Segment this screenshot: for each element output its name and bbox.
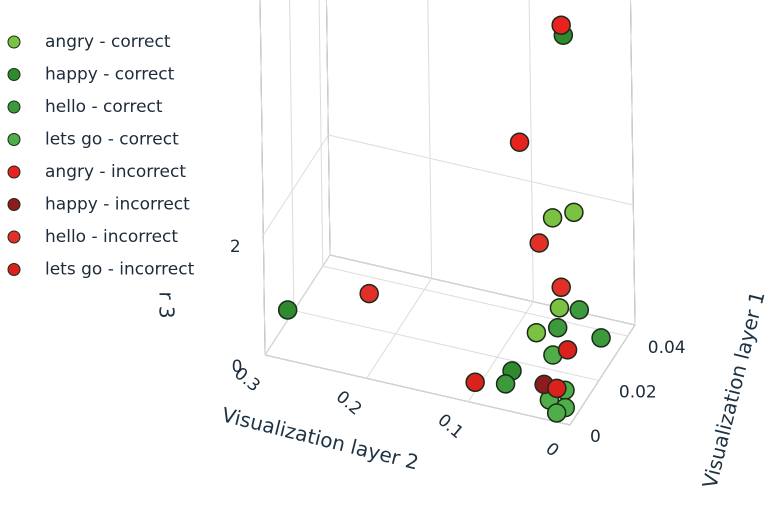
grid-line [528,0,534,302]
legend-marker [7,263,21,276]
legend-marker [7,35,21,49]
grid-line [629,0,636,326]
y-tick-label: 0 [590,427,601,447]
legend-marker [7,133,21,146]
point [359,283,379,304]
point [509,132,530,152]
grid-line [289,0,295,311]
legend-label: happy - correct [45,65,175,85]
point [551,15,571,35]
legend-marker [7,68,21,81]
point [557,340,578,360]
legend-marker [7,165,21,179]
grid-line [328,134,634,206]
legend-label: lets go - incorrect [45,260,195,280]
x-axis-label: Visualization layer 2 [219,402,421,474]
grid-line [325,0,331,256]
grid-line [264,354,571,426]
grid-line [259,0,266,356]
grid-line [366,278,433,379]
grid-line [569,324,636,426]
grid-line [264,254,331,356]
legend-label: hello - correct [45,97,163,117]
point [591,328,611,348]
grid-line [427,0,433,279]
z-axis-label: r 3 [155,291,179,318]
grid-line [262,134,329,236]
z-tick-label: 2 [230,237,241,257]
z-tick-label: 0 [232,357,243,377]
point [529,233,549,253]
legend-marker [7,100,21,114]
grid-line [318,0,324,267]
point [495,374,516,394]
legend-label: angry - incorrect [45,162,186,182]
grid-line [293,310,600,382]
legend: angry - correct happy - correct hello - co… [7,32,195,280]
point [542,208,563,228]
point [277,300,298,320]
point [547,318,568,338]
x-tick-label: 0.1 [434,410,468,443]
points [277,15,611,423]
legend-label: hello - incorrect [45,227,178,247]
legend-marker [7,198,21,211]
x-tick-label: 0.2 [332,387,366,420]
legend-label: lets go - correct [45,130,179,150]
legend-label: happy - incorrect [45,195,190,215]
y-axis-label: Visualization layer 1 [697,289,769,491]
point [465,372,485,393]
x-tick-label: 0 [541,439,562,461]
y-tick-label: 0.04 [648,338,686,358]
point [549,298,570,318]
point [547,378,567,399]
point [526,322,547,343]
y-tick-label: 0.02 [619,383,657,403]
point [569,300,590,320]
grid [259,0,636,426]
point [564,202,584,223]
legend-marker [7,230,21,244]
point [546,403,567,423]
point [551,277,571,298]
legend-label: angry - correct [45,32,171,52]
grid-line [322,265,628,337]
